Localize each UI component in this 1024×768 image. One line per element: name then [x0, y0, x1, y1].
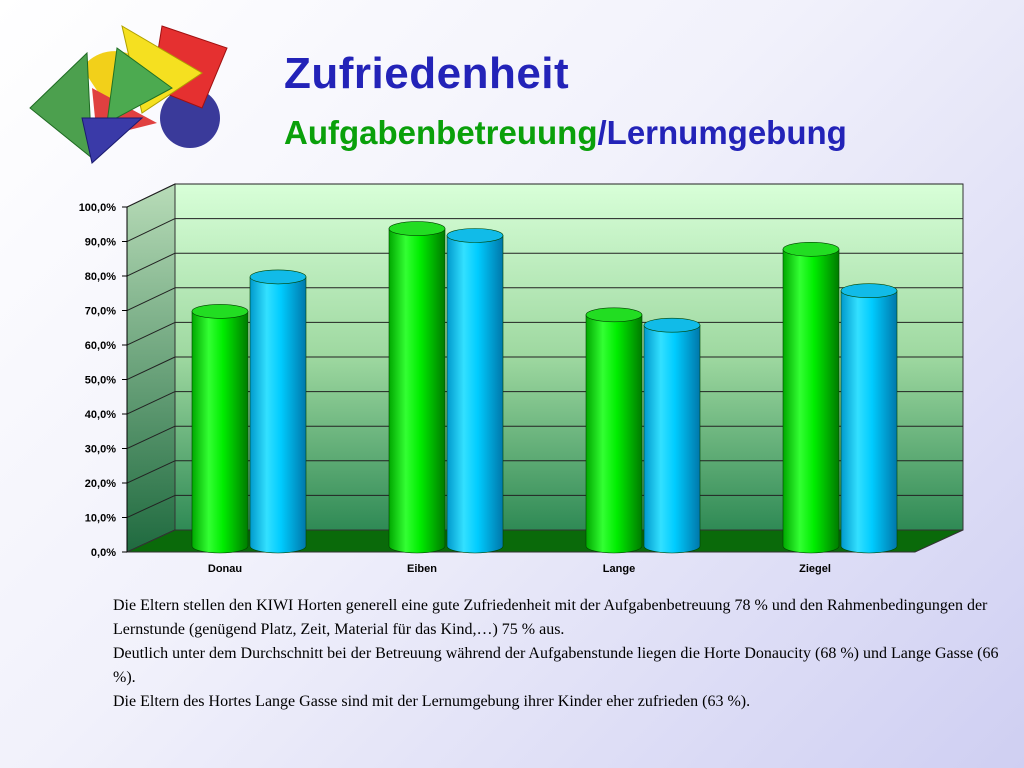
gridline-side — [126, 494, 176, 518]
gridline-side — [126, 356, 176, 380]
gridline-side — [126, 218, 176, 242]
bar-top — [249, 269, 307, 285]
y-tick-label: 100,0% — [79, 202, 117, 214]
x-tick-label: Lange — [603, 563, 635, 575]
bar-top — [840, 283, 898, 299]
logo-circle-shape — [160, 88, 220, 148]
y-tick-label: 90,0% — [85, 237, 116, 249]
geometric-shapes-logo-icon — [29, 24, 228, 164]
y-tick-label: 70,0% — [85, 306, 116, 318]
bar-body — [446, 235, 504, 554]
bar-body — [782, 249, 840, 554]
y-tick-label: 50,0% — [85, 375, 116, 387]
y-tick-label: 10,0% — [85, 513, 116, 525]
y-tick-label: 80,0% — [85, 271, 116, 283]
plot-floor — [126, 529, 964, 553]
x-axis-ticks: Donau Eiben Lange Ziegel — [208, 563, 831, 575]
description-paragraph: Deutlich unter dem Durchschnitt bei der … — [113, 645, 999, 686]
gridline-side — [126, 252, 176, 277]
y-tick-label: 0,0% — [91, 547, 116, 559]
bar-lernumgebung — [446, 228, 504, 554]
y-tick-label: 30,0% — [85, 444, 116, 456]
bar-body — [585, 314, 643, 554]
subtitle-part-2: Lernumgebung — [606, 114, 847, 151]
bar-body — [643, 324, 701, 554]
bar-lernumgebung — [840, 283, 898, 554]
bar-top — [585, 307, 643, 323]
gridline-side — [126, 321, 176, 346]
gridline-side — [126, 460, 176, 484]
x-tick-label: Ziegel — [799, 563, 831, 575]
bar-aufgabenbetreuung — [388, 221, 446, 554]
y-tick-label: 60,0% — [85, 340, 116, 352]
page-subtitle: Aufgabenbetreuung/Lernumgebung — [284, 116, 847, 149]
y-tick-label: 20,0% — [85, 478, 116, 490]
bar-chart: 0,0% 10,0% 20,0% 30,0% 40,0% 50,0% 60,0% 70,0% 8… — [79, 183, 964, 575]
bar-top — [643, 317, 701, 333]
x-tick-label: Donau — [208, 563, 242, 575]
logo-green-triangle-shape — [106, 47, 173, 124]
bar-body — [191, 311, 249, 554]
y-tick-label: 40,0% — [85, 409, 116, 421]
y-axis-ticks: 0,0% 10,0% 20,0% 30,0% 40,0% 50,0% 60,0% 70,0% 8… — [79, 202, 128, 559]
bar-top — [782, 242, 840, 257]
page-title: Zufriedenheit — [284, 49, 570, 98]
bar-series — [191, 221, 898, 554]
bar-aufgabenbetreuung — [782, 242, 840, 554]
bar-aufgabenbetreuung — [585, 307, 643, 554]
logo-green-left-triangle-shape — [29, 51, 93, 160]
description-text: Die Eltern stellen den KIWI Horten gener… — [113, 594, 1018, 714]
logo-blue-triangle-shape — [81, 117, 144, 164]
subtitle-part-1: Aufgabenbetreuung — [284, 114, 598, 151]
x-tick-label: Eiben — [407, 563, 437, 575]
gridline-side — [126, 391, 176, 415]
description-paragraph: Die Eltern stellen den KIWI Horten gener… — [113, 597, 988, 638]
bar-aufgabenbetreuung — [191, 304, 249, 554]
bar-lernumgebung — [643, 317, 701, 554]
gridline-side — [126, 183, 176, 208]
bar-lernumgebung — [249, 269, 307, 554]
bar-body — [249, 276, 307, 554]
bar-top — [191, 304, 249, 319]
bar-body — [840, 290, 898, 554]
subtitle-separator: / — [597, 114, 607, 151]
description-paragraph: Die Eltern des Hortes Lange Gasse sind m… — [113, 693, 751, 710]
gridline-side — [126, 287, 176, 311]
bar-top — [446, 228, 504, 243]
bar-body — [388, 228, 446, 554]
bar-top — [388, 221, 446, 236]
gridline-side — [126, 425, 176, 449]
